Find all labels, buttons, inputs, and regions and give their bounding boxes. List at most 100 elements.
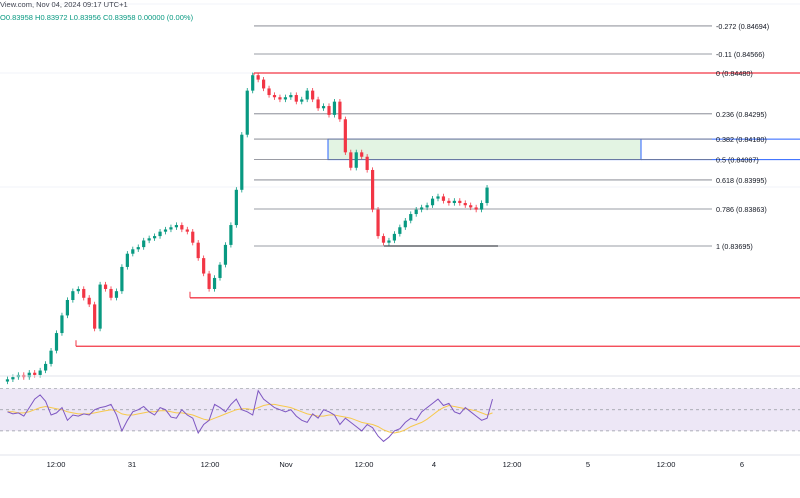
candle-body (87, 297, 91, 305)
rsi-ma-line (7, 403, 493, 434)
candle-body (114, 291, 119, 298)
candle-body (262, 79, 266, 89)
candle-body (131, 249, 135, 254)
fib-level-label: -0.11 (0.84566) (716, 50, 765, 59)
candle-body (289, 95, 293, 98)
candle-body (153, 236, 157, 239)
candle-body (480, 203, 484, 210)
fib-level-label: 0.786 (0.83863) (716, 205, 767, 214)
candle-body (305, 90, 309, 100)
time-axis-label: 12:00 (355, 460, 374, 469)
candle-body (381, 236, 386, 243)
time-axis-label: 31 (128, 460, 136, 469)
symbol-header: View.com, Nov 04, 2024 09:17 UTC+1 (0, 0, 128, 9)
candle-body (251, 75, 255, 91)
candle-body (38, 370, 42, 375)
candle-body (349, 152, 353, 168)
candle-body (403, 220, 407, 228)
ohlc-readout: O0.83958 H0.83972 L0.83956 C0.83958 0.00… (0, 13, 194, 22)
candle-body (142, 240, 146, 248)
candle-body (256, 75, 260, 80)
candle-body (49, 350, 53, 364)
candle-body (169, 227, 173, 230)
candle-body (223, 244, 228, 265)
fib-level-label: 0 (0.84480) (716, 69, 753, 78)
candle-body (354, 152, 358, 168)
candle-body (136, 247, 140, 250)
candle-body (414, 209, 418, 215)
candle-body (5, 379, 10, 382)
candle-body (458, 200, 462, 204)
candle-body (65, 299, 69, 316)
candle-body (174, 225, 178, 228)
candle-body (278, 97, 282, 100)
candle-body (300, 99, 304, 102)
fib-zone-fill (328, 139, 641, 160)
candle-body (229, 225, 233, 245)
time-axis-label: Nov (279, 460, 293, 469)
candle-body (76, 288, 80, 292)
candle-body (240, 134, 244, 190)
candle-body (392, 233, 396, 241)
candle-body (93, 304, 97, 329)
fib-level-label: 0.236 (0.84295) (716, 110, 767, 119)
candle-body (436, 196, 440, 199)
candle-body (82, 288, 86, 298)
candle-body (234, 189, 238, 226)
candle-body (207, 273, 211, 289)
candle-body (11, 377, 15, 380)
candle-body (267, 88, 271, 96)
candle-body (147, 238, 151, 241)
candle-body (425, 205, 429, 208)
candle-body (338, 101, 342, 120)
candle-body (376, 209, 380, 237)
candle-body (316, 99, 320, 109)
candle-body (125, 253, 129, 267)
candle-body (469, 205, 473, 208)
candle-body (54, 333, 59, 351)
candle-body (332, 101, 337, 115)
candle-body (158, 231, 162, 237)
candle-body (98, 284, 102, 329)
candle-body (485, 187, 489, 204)
candle-body (430, 198, 435, 206)
fib-level-label: 0.5 (0.84087) (716, 156, 759, 165)
fib-level-label: -0.272 (0.84694) (716, 22, 769, 31)
fib-level-label: 1 (0.83695) (716, 242, 753, 251)
candle-body (398, 227, 402, 234)
candle-body (272, 95, 277, 98)
fib-level-label: 0.618 (0.83995) (716, 176, 767, 185)
candle-body (360, 152, 364, 157)
candle-body (343, 119, 347, 153)
candle-body (163, 229, 168, 232)
time-axis-label: 12:00 (503, 460, 522, 469)
candle-body (463, 203, 467, 206)
candle-body (109, 288, 113, 298)
candle-body (409, 214, 413, 221)
time-axis-label: 12:00 (657, 460, 676, 469)
candle-body (447, 200, 451, 204)
candle-body (441, 196, 446, 201)
candle-body (180, 225, 184, 230)
candle-body (196, 242, 200, 259)
candle-body (44, 363, 48, 371)
candle-body (283, 97, 287, 100)
candle-body (218, 264, 222, 278)
candle-body (191, 231, 195, 243)
candle-body (202, 258, 206, 274)
time-axis-label: 12:00 (47, 460, 66, 469)
candle-body (420, 207, 424, 210)
candle-body (33, 372, 37, 375)
candle-body (365, 156, 369, 170)
time-axis-label: 12:00 (201, 460, 220, 469)
fib-level-label: 0.382 (0.84180) (716, 135, 767, 144)
time-axis-label: 4 (432, 460, 436, 469)
candle-body (311, 90, 315, 100)
candle-body (321, 106, 326, 109)
candle-body (212, 277, 217, 289)
candle-body (371, 169, 375, 210)
candle-body (60, 315, 64, 334)
candle-body (120, 266, 124, 292)
